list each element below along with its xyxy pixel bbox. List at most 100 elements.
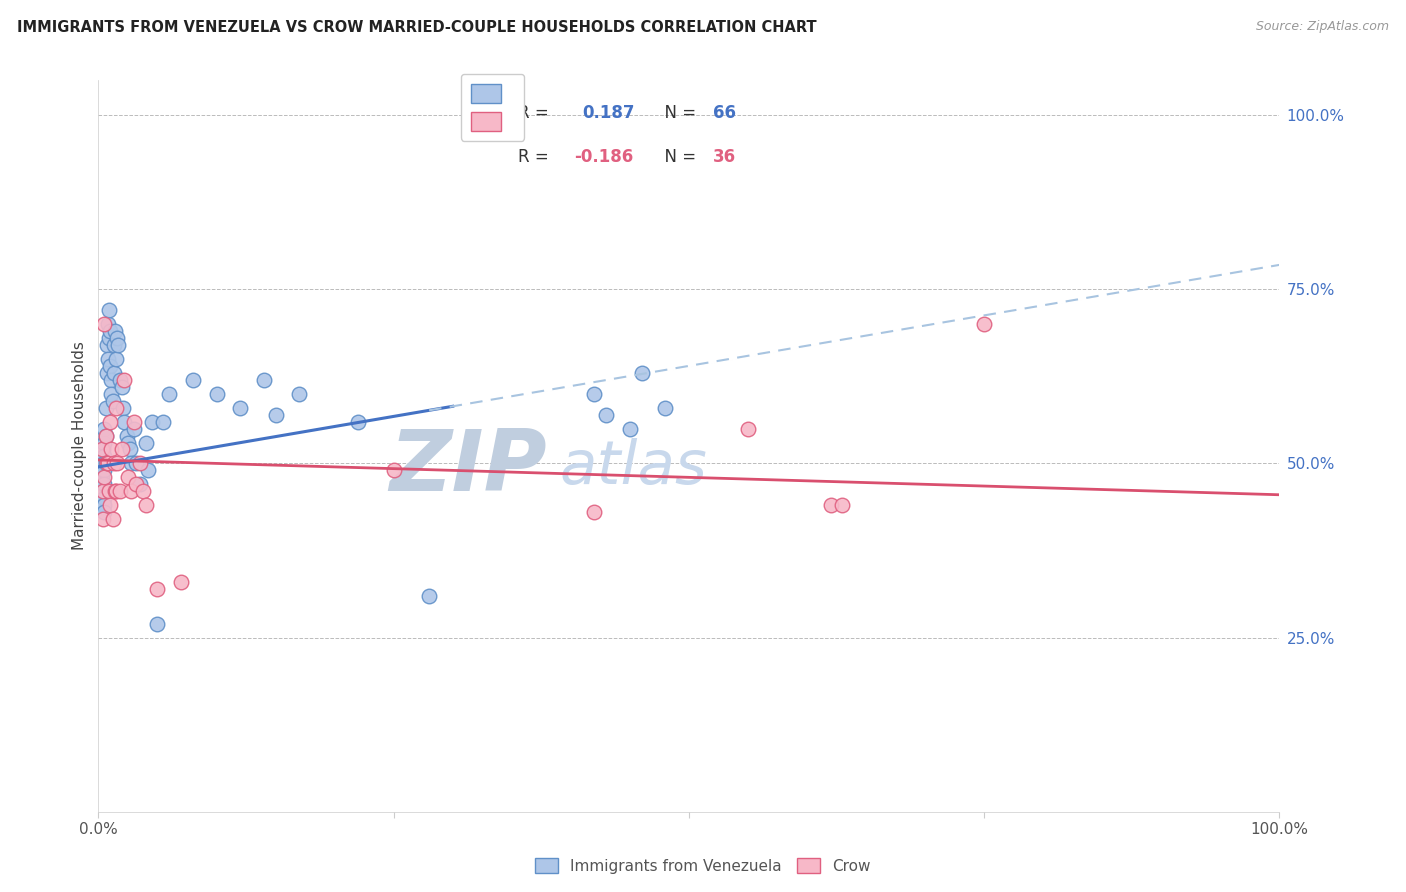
Point	[583, 505, 606, 519]
Point	[98, 484, 121, 499]
Point	[100, 386, 122, 401]
Point	[91, 442, 114, 457]
Point	[91, 457, 114, 471]
Point	[105, 401, 128, 415]
Point	[108, 484, 131, 499]
Point	[91, 512, 114, 526]
Point	[93, 470, 115, 484]
Point	[94, 457, 117, 471]
Point	[141, 415, 163, 429]
Point	[583, 386, 606, 401]
Point	[112, 401, 135, 415]
Point	[91, 477, 114, 491]
Point	[418, 589, 440, 603]
Point	[973, 317, 995, 331]
Point	[91, 463, 114, 477]
Point	[105, 331, 128, 345]
Point	[97, 457, 120, 471]
Point	[132, 484, 155, 499]
Point	[103, 457, 125, 471]
Point	[122, 421, 145, 435]
Point	[630, 366, 652, 380]
Point	[96, 338, 118, 352]
Point	[101, 393, 124, 408]
Point	[229, 401, 252, 415]
Point	[105, 484, 128, 499]
Point	[122, 415, 145, 429]
Point	[94, 401, 117, 415]
Point	[135, 498, 157, 512]
Point	[101, 512, 124, 526]
Point	[347, 415, 370, 429]
Point	[93, 317, 115, 331]
Point	[91, 484, 114, 499]
Point	[120, 442, 142, 457]
Point	[91, 442, 114, 457]
Point	[253, 373, 276, 387]
Point	[135, 435, 157, 450]
Point	[152, 415, 174, 429]
Point	[93, 477, 115, 491]
Point	[654, 401, 676, 415]
Point	[107, 338, 129, 352]
Point	[93, 463, 115, 477]
Point	[105, 351, 128, 366]
Point	[136, 463, 159, 477]
Point	[98, 331, 121, 345]
Point	[170, 574, 193, 589]
Point	[94, 428, 117, 442]
Text: ZIP: ZIP	[389, 426, 547, 509]
Point	[98, 359, 121, 373]
Point	[121, 484, 143, 499]
Point	[146, 582, 169, 596]
Point	[100, 442, 122, 457]
Point	[93, 491, 115, 506]
Point	[157, 386, 180, 401]
Text: N =: N =	[654, 148, 700, 166]
Point	[264, 408, 287, 422]
Text: R =: R =	[517, 104, 554, 122]
Point	[128, 457, 150, 471]
Point	[91, 498, 114, 512]
Point	[93, 457, 115, 471]
Point	[619, 421, 641, 435]
Text: N =: N =	[654, 104, 700, 122]
Point	[91, 484, 114, 499]
Point	[104, 324, 127, 338]
Point	[125, 457, 148, 471]
Point	[737, 421, 759, 435]
Point	[97, 317, 120, 331]
Point	[93, 450, 115, 464]
Point	[111, 442, 134, 457]
Point	[205, 386, 228, 401]
Point	[831, 498, 853, 512]
Point	[181, 373, 204, 387]
Point	[98, 415, 121, 429]
Point	[98, 303, 121, 318]
Point	[98, 324, 121, 338]
Point	[121, 457, 143, 471]
Point	[103, 338, 125, 352]
Point	[112, 415, 135, 429]
Point	[93, 435, 115, 450]
Point	[146, 616, 169, 631]
Point	[96, 457, 118, 471]
Text: Source: ZipAtlas.com: Source: ZipAtlas.com	[1256, 20, 1389, 33]
Point	[117, 470, 139, 484]
Point	[93, 421, 115, 435]
Text: IMMIGRANTS FROM VENEZUELA VS CROW MARRIED-COUPLE HOUSEHOLDS CORRELATION CHART: IMMIGRANTS FROM VENEZUELA VS CROW MARRIE…	[17, 20, 817, 35]
Y-axis label: Married-couple Households: Married-couple Households	[72, 342, 87, 550]
Text: 36: 36	[713, 148, 735, 166]
Point	[103, 366, 125, 380]
Point	[125, 477, 148, 491]
Point	[93, 498, 115, 512]
Text: 0.187: 0.187	[582, 104, 636, 122]
Point	[112, 373, 135, 387]
Text: 66: 66	[713, 104, 735, 122]
Text: R =: R =	[517, 148, 554, 166]
Text: -0.186: -0.186	[575, 148, 634, 166]
Point	[820, 498, 842, 512]
Point	[105, 457, 128, 471]
Point	[111, 380, 134, 394]
Point	[94, 428, 117, 442]
